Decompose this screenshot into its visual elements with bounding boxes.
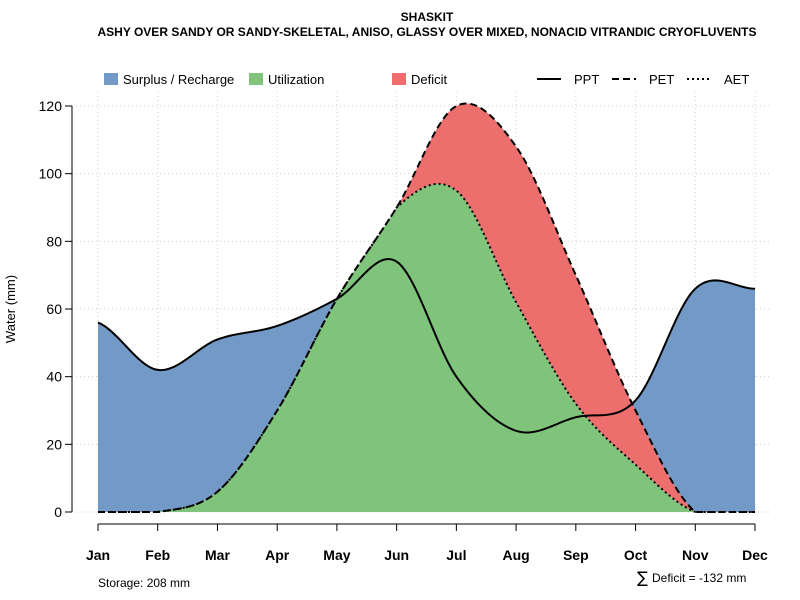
series-lines <box>97 102 756 513</box>
chart-title: SHASKIT <box>401 10 454 24</box>
area-fills <box>98 103 755 512</box>
x-tick-label-aug: Aug <box>502 547 529 563</box>
legend-label-utilization: Utilization <box>268 72 324 87</box>
axes: 0 20 40 60 80 100 120 Jan Feb Mar Apr May Jun Jul Aug S… <box>39 98 768 563</box>
legend-label-aet: AET <box>724 72 749 87</box>
legend-swatch-utilization <box>249 73 263 85</box>
x-tick-label-apr: Apr <box>265 547 290 563</box>
y-tick-label-80: 80 <box>46 233 62 249</box>
sum-symbol-icon: ∑ <box>637 568 648 587</box>
legend-label-surplus: Surplus / Recharge <box>123 72 234 87</box>
deficit-note: Deficit = -132 mm <box>652 571 746 585</box>
legend-label-ppt: PPT <box>574 72 599 87</box>
storage-note: Storage: 208 mm <box>98 576 190 590</box>
y-tick-label-40: 40 <box>46 369 62 385</box>
x-tick-label-may: May <box>323 547 350 563</box>
x-tick-label-dec: Dec <box>742 547 768 563</box>
series-line-ppt <box>97 258 756 434</box>
x-tick-label-nov: Nov <box>682 547 709 563</box>
x-tick-label-jul: Jul <box>446 547 466 563</box>
legend: Surplus / Recharge Utilization Deficit P… <box>104 72 749 87</box>
x-tick-label-jan: Jan <box>86 547 110 563</box>
area-utilization <box>98 183 755 512</box>
y-tick-label-100: 100 <box>39 166 63 182</box>
area-deficit <box>98 103 755 512</box>
y-tick-label-120: 120 <box>39 98 63 114</box>
legend-swatch-surplus <box>104 73 118 85</box>
y-tick-label-60: 60 <box>46 301 62 317</box>
x-tick-label-sep: Sep <box>563 547 589 563</box>
legend-swatch-deficit <box>392 73 406 85</box>
y-axis-title: Water (mm) <box>3 275 18 343</box>
x-tick-label-jun: Jun <box>384 547 409 563</box>
x-tick-label-oct: Oct <box>624 547 648 563</box>
y-tick-label-0: 0 <box>54 504 62 520</box>
legend-label-deficit: Deficit <box>411 72 448 87</box>
chart-subtitle: ASHY OVER SANDY OR SANDY-SKELETAL, ANISO… <box>98 25 757 39</box>
series-line-aet <box>98 182 755 513</box>
x-tick-label-mar: Mar <box>205 547 230 563</box>
y-tick-label-20: 20 <box>46 436 62 452</box>
x-tick-label-feb: Feb <box>145 547 170 563</box>
legend-label-pet: PET <box>649 72 674 87</box>
